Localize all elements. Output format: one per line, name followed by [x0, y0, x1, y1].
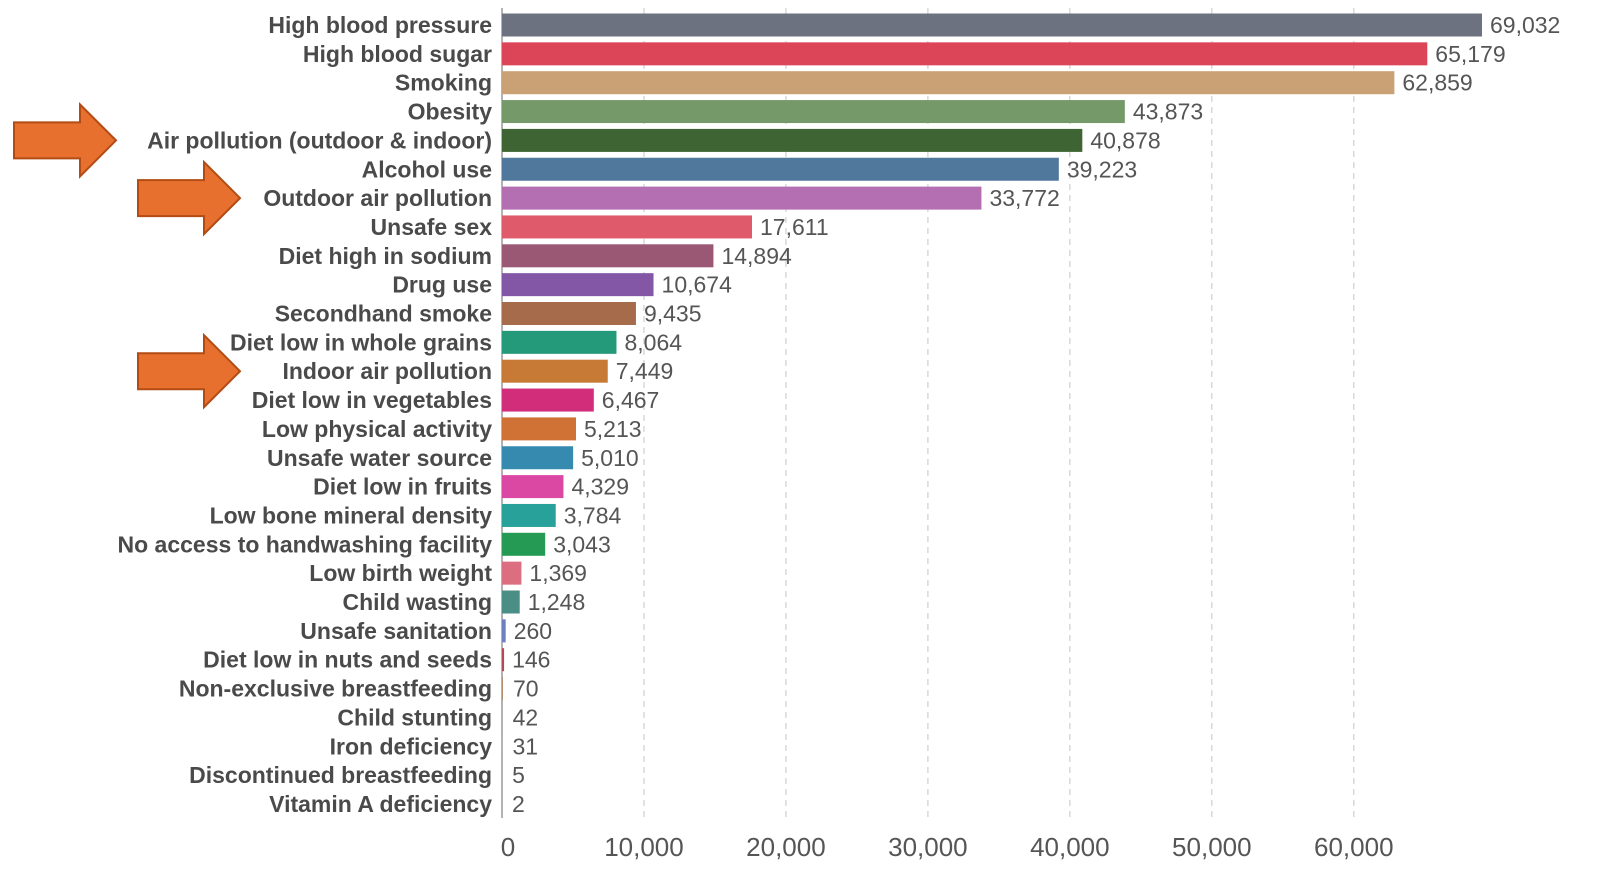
- category-label: Low birth weight: [309, 560, 492, 586]
- bar: [502, 648, 505, 672]
- value-label: 33,772: [989, 185, 1059, 211]
- bars: [502, 13, 1482, 816]
- category-label: Low bone mineral density: [210, 502, 493, 528]
- highlight-arrows: [13, 101, 242, 410]
- value-label: 65,179: [1435, 41, 1505, 67]
- value-label: 42: [513, 704, 539, 730]
- category-label: Non-exclusive breastfeeding: [179, 676, 492, 702]
- category-label: Outdoor air pollution: [263, 185, 492, 211]
- value-label: 3,784: [564, 502, 622, 528]
- bar: [502, 475, 564, 499]
- category-label: Child stunting: [337, 704, 492, 730]
- value-label: 14,894: [721, 243, 792, 269]
- value-label: 9,435: [644, 301, 702, 327]
- category-labels: High blood pressure High blood sugar Smoki…: [118, 12, 493, 817]
- bar: [502, 388, 594, 412]
- bar: [502, 215, 753, 239]
- category-label: Air pollution (outdoor & indoor): [147, 127, 492, 153]
- bar: [502, 302, 636, 325]
- x-tick-label: 0: [501, 832, 515, 862]
- category-label: Diet low in vegetables: [252, 387, 492, 413]
- category-label: Diet high in sodium: [279, 243, 492, 269]
- value-label: 69,032: [1490, 12, 1560, 38]
- bar: [502, 330, 617, 354]
- value-label: 43,873: [1133, 99, 1203, 125]
- value-label: 5,213: [584, 416, 642, 442]
- category-label: Low physical activity: [262, 416, 492, 442]
- value-label: 10,674: [662, 272, 733, 298]
- bar: [502, 590, 520, 614]
- category-label: Child wasting: [343, 589, 493, 615]
- bar: [502, 273, 654, 297]
- value-label: 40,878: [1090, 127, 1160, 153]
- category-label: High blood pressure: [268, 12, 492, 38]
- category-label: High blood sugar: [303, 41, 492, 67]
- bar: [502, 619, 506, 643]
- bar: [502, 244, 714, 268]
- category-label: Drug use: [392, 272, 492, 298]
- category-label: Unsafe sex: [371, 214, 493, 240]
- category-label: Indoor air pollution: [282, 358, 492, 384]
- value-label: 17,611: [760, 214, 829, 240]
- category-label: Secondhand smoke: [275, 301, 492, 327]
- category-label: Smoking: [395, 70, 492, 96]
- x-tick-label: 20,000: [746, 832, 826, 862]
- bar: [502, 186, 982, 210]
- arrow-right-icon: [137, 159, 242, 237]
- category-label: Unsafe water source: [267, 445, 492, 471]
- bar: [502, 417, 577, 441]
- x-tick-label: 10,000: [604, 832, 684, 862]
- bar: [502, 13, 1482, 37]
- value-label: 1,369: [529, 560, 587, 586]
- value-label: 2: [512, 791, 525, 817]
- x-tick-label: 40,000: [1030, 832, 1110, 862]
- category-label: Iron deficiency: [330, 733, 493, 759]
- value-label: 7,449: [616, 358, 674, 384]
- value-label: 31: [512, 733, 538, 759]
- bar: [502, 157, 1059, 181]
- value-label: 5: [512, 762, 525, 788]
- value-label: 62,859: [1402, 70, 1472, 96]
- bar: [502, 705, 503, 729]
- value-label: 5,010: [581, 445, 639, 471]
- value-label: 39,223: [1067, 156, 1137, 182]
- x-axis-ticks: 0 10,000 20,000 30,000 40,000 50,000 60,000: [501, 832, 1394, 862]
- value-label: 8,064: [624, 329, 682, 355]
- category-label: Alcohol use: [362, 156, 492, 182]
- bar: [502, 71, 1395, 95]
- category-label: Unsafe sanitation: [300, 618, 492, 644]
- category-label: Vitamin A deficiency: [269, 791, 492, 817]
- value-label: 3,043: [553, 531, 611, 557]
- category-label: Diet low in nuts and seeds: [203, 647, 492, 673]
- x-tick-label: 50,000: [1172, 832, 1252, 862]
- value-label: 260: [514, 618, 552, 644]
- bar: [502, 561, 522, 585]
- category-label: No access to handwashing facility: [118, 531, 493, 557]
- category-label: Obesity: [408, 99, 493, 125]
- category-label: Diet low in whole grains: [230, 329, 492, 355]
- bar: [502, 503, 556, 527]
- bar: [502, 446, 574, 470]
- value-label: 1,248: [528, 589, 586, 615]
- x-tick-label: 60,000: [1314, 832, 1394, 862]
- arrow-right-icon: [137, 332, 242, 410]
- bar: [502, 532, 546, 556]
- arrow-right-icon: [13, 101, 118, 179]
- value-label: 70: [513, 676, 539, 702]
- bar: [502, 677, 503, 701]
- value-label: 4,329: [571, 474, 629, 500]
- value-label: 146: [512, 647, 550, 673]
- bar: [502, 100, 1125, 124]
- x-tick-label: 30,000: [888, 832, 968, 862]
- category-label: Diet low in fruits: [313, 474, 492, 500]
- value-label: 6,467: [602, 387, 660, 413]
- bar: [502, 359, 608, 383]
- category-label: Discontinued breastfeeding: [189, 762, 492, 788]
- bar: [502, 128, 1083, 152]
- bar: [502, 42, 1428, 66]
